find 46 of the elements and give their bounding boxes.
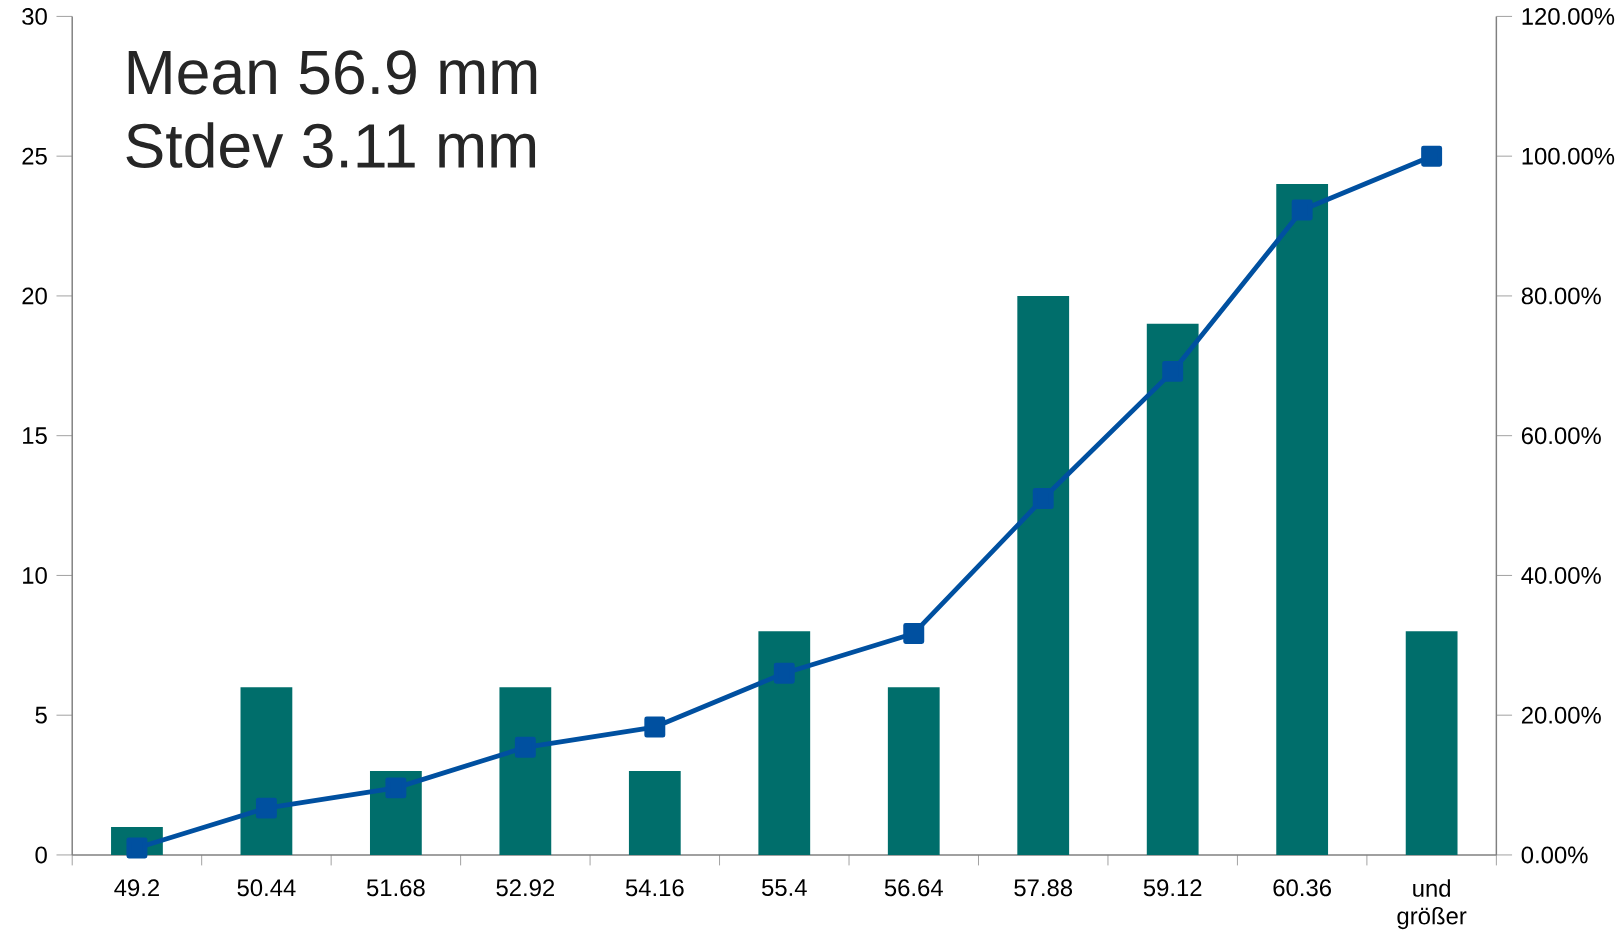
point bbox=[1291, 199, 1313, 221]
x-tick-label: 59.12 bbox=[1143, 879, 1202, 897]
point bbox=[1162, 360, 1184, 382]
point bbox=[385, 777, 407, 799]
x-tick-label: 52.92 bbox=[496, 879, 554, 897]
y-tick-label: 25 bbox=[22, 147, 47, 165]
bar bbox=[1146, 323, 1199, 855]
point bbox=[514, 736, 536, 758]
y2-tick-label: 60.00% bbox=[1521, 427, 1601, 445]
y-tick-label: 20 bbox=[22, 287, 47, 305]
bar bbox=[240, 687, 293, 855]
bar bbox=[499, 687, 552, 855]
bar bbox=[887, 687, 940, 855]
point bbox=[903, 622, 925, 644]
y2-tick-label: 20.00% bbox=[1521, 706, 1601, 724]
bar bbox=[758, 631, 811, 855]
point bbox=[255, 797, 277, 819]
annotation: Mean 56.9 mm bbox=[128, 50, 537, 95]
y2-tick-label: 40.00% bbox=[1521, 566, 1601, 584]
y2-tick-label: 0.00% bbox=[1521, 846, 1588, 864]
y-tick-label: 0 bbox=[35, 846, 47, 864]
x-tick-label: 49.2 bbox=[114, 879, 159, 897]
point bbox=[644, 716, 666, 738]
y-tick-label: 5 bbox=[35, 706, 47, 724]
bar bbox=[628, 771, 681, 855]
x-tick-label: 57.88 bbox=[1014, 879, 1073, 897]
x-tick-label: 56.64 bbox=[884, 879, 943, 897]
bar bbox=[1405, 631, 1458, 855]
x-tick-label: 54.16 bbox=[625, 879, 684, 897]
x-tick-label: 60.36 bbox=[1273, 879, 1331, 897]
y2-tick-label: 120.00% bbox=[1522, 7, 1615, 25]
bar bbox=[1017, 295, 1070, 855]
point bbox=[1421, 145, 1443, 167]
point bbox=[773, 662, 795, 684]
annotation: Stdev 3.11 mm bbox=[126, 122, 536, 168]
y2-tick-label: 80.00% bbox=[1521, 287, 1601, 305]
y-tick-label: 30 bbox=[22, 7, 47, 25]
point bbox=[1032, 488, 1054, 509]
bar bbox=[1276, 184, 1329, 855]
x-tick-label: 50.44 bbox=[237, 879, 296, 897]
x-tick-label: 55.4 bbox=[762, 879, 807, 896]
y2-tick-label: 100.00% bbox=[1522, 147, 1615, 165]
y-tick-label: 15 bbox=[23, 427, 47, 444]
x-tick-label: und größer bbox=[1397, 879, 1467, 930]
x-tick-label: 51.68 bbox=[366, 879, 425, 897]
y-tick-label: 10 bbox=[23, 566, 47, 584]
